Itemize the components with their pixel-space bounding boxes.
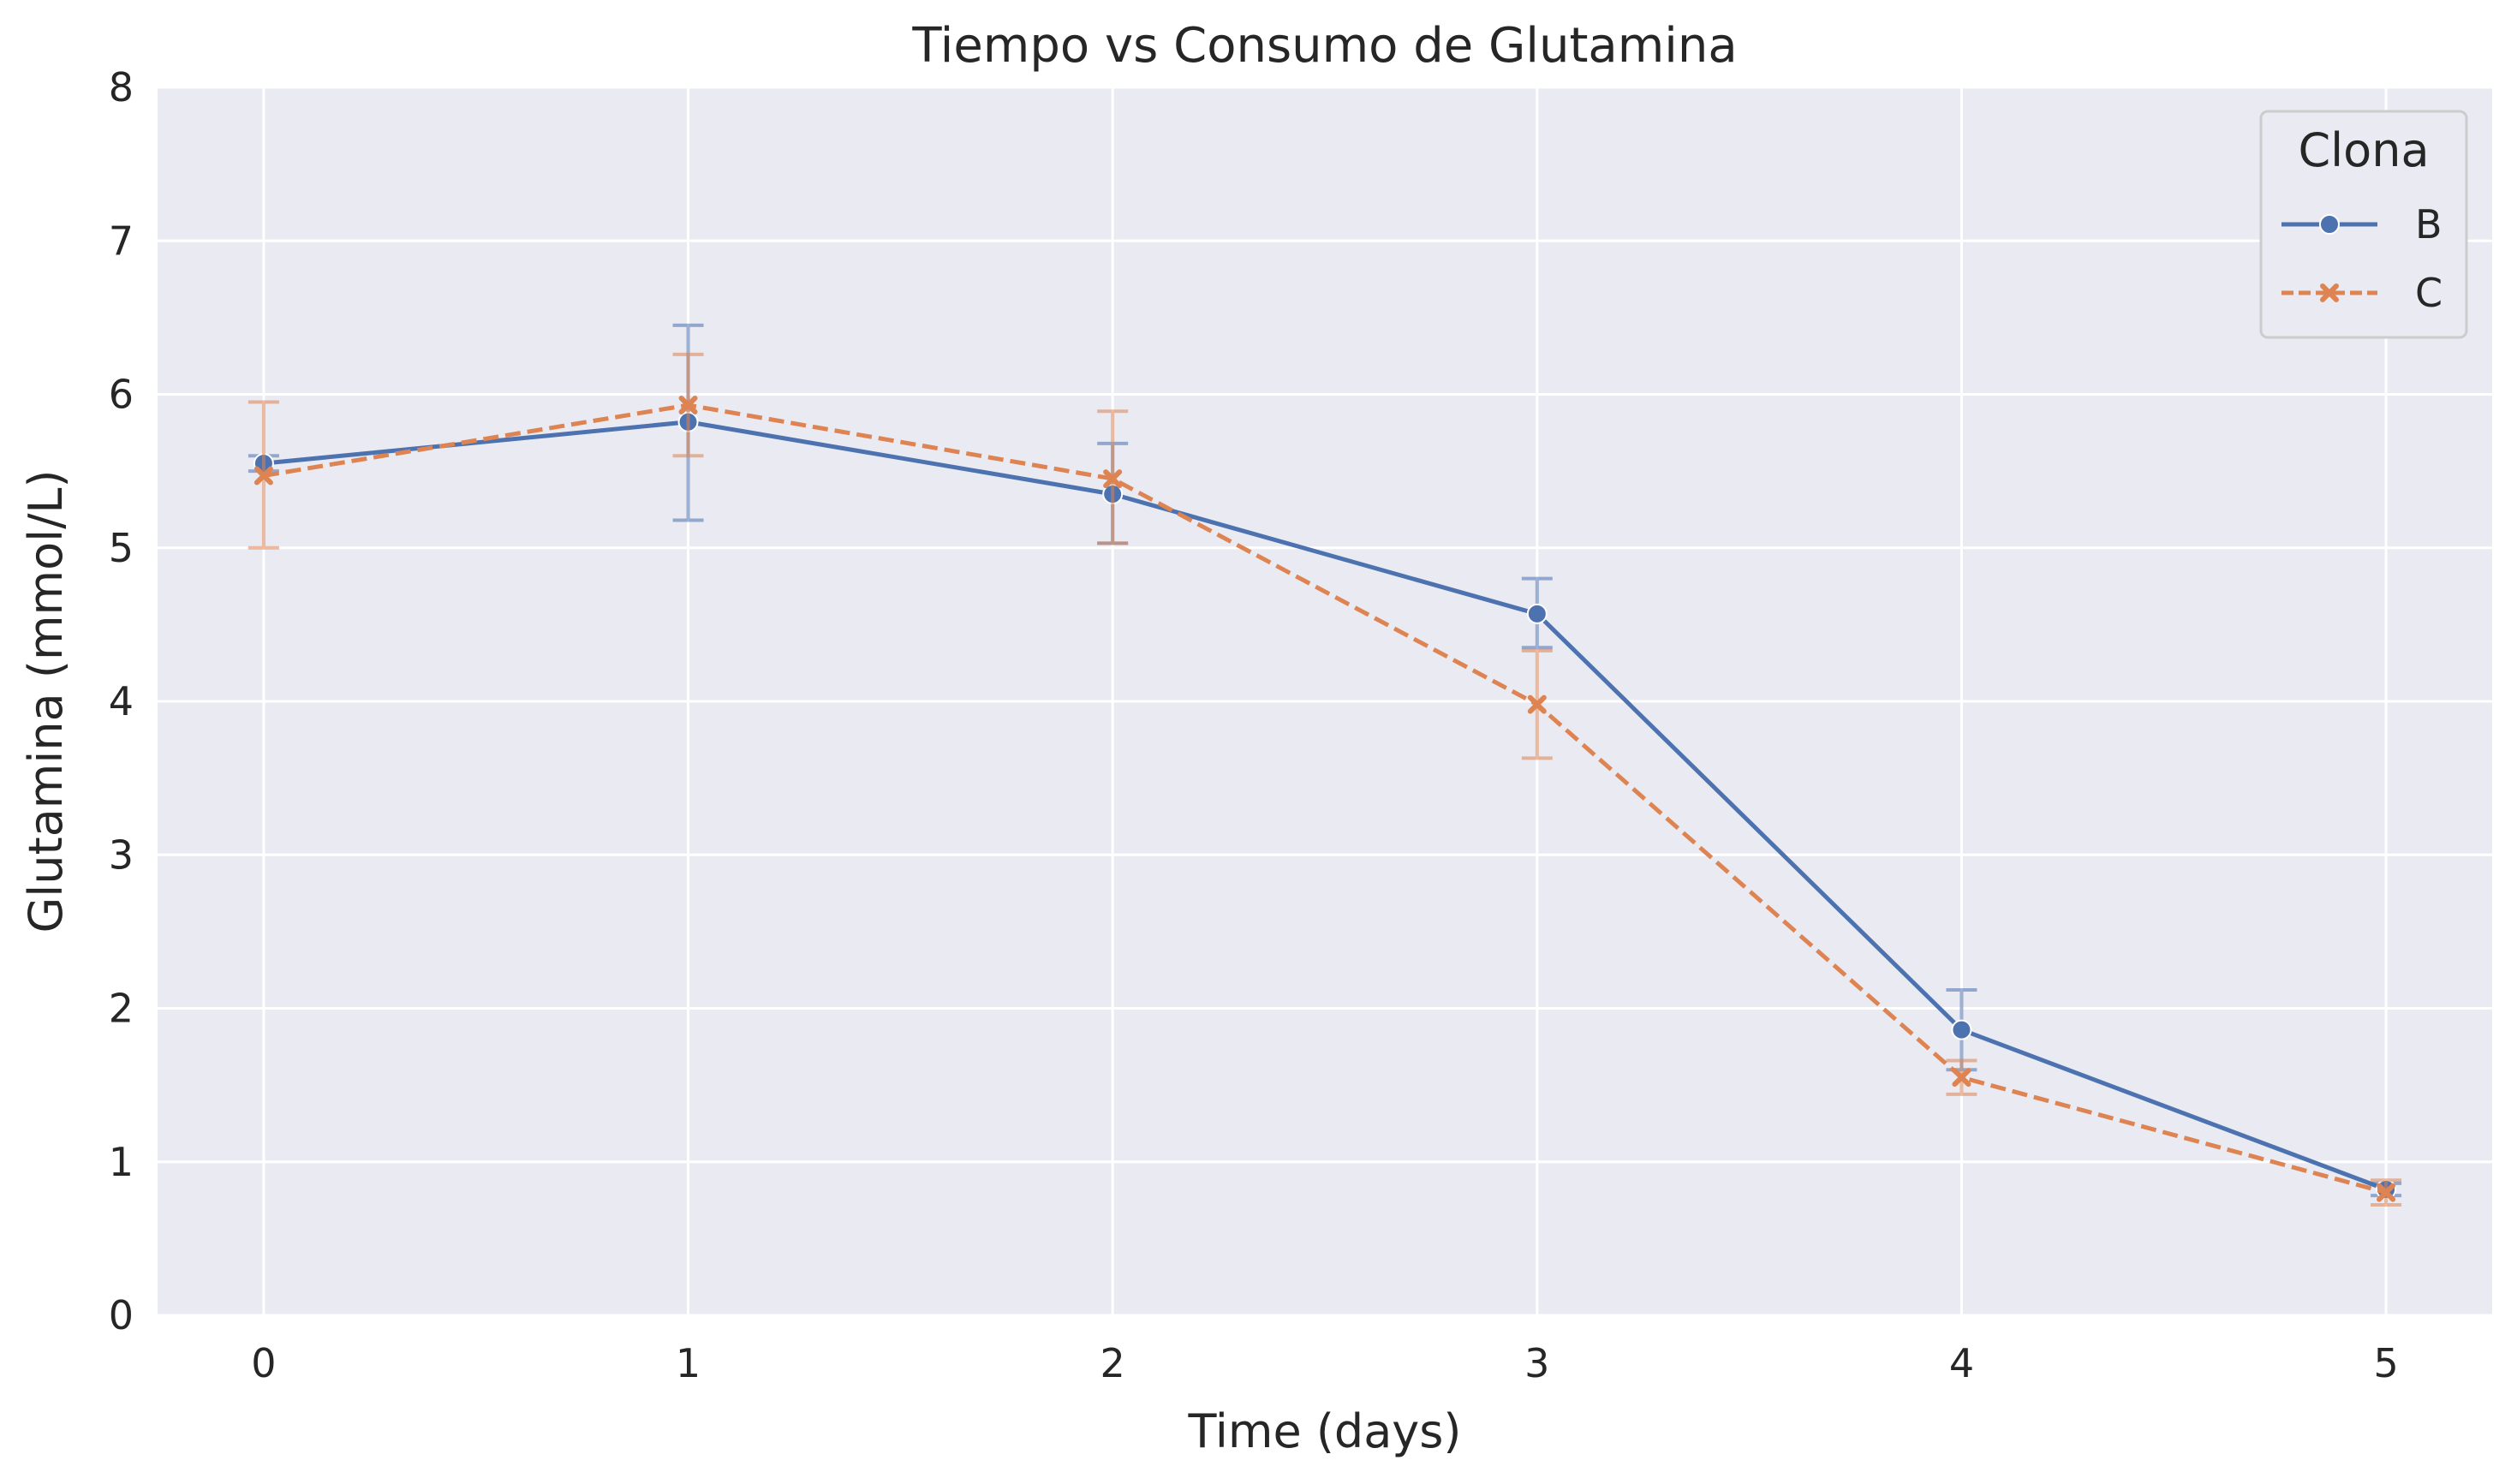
- series-line-b: [263, 420, 2387, 1192]
- data-point-c: [1527, 694, 1547, 714]
- legend-entry-b: B: [2281, 201, 2442, 247]
- y-tick-label: 4: [109, 678, 134, 724]
- legend-title: Clona: [2298, 123, 2429, 177]
- y-tick-label: 0: [109, 1292, 134, 1338]
- legend-entry-c: C: [2281, 270, 2442, 316]
- y-tick-labels: 0 1 2 3 4 5 6 7 8: [109, 64, 134, 1338]
- y-tick-label: 6: [109, 372, 134, 418]
- legend: Clona BC: [2259, 110, 2468, 339]
- legend-marker-b: [2319, 214, 2340, 235]
- data-point-b: [1951, 1019, 1972, 1040]
- x-tick-label: 2: [1100, 1340, 1125, 1386]
- data-point-c: [1103, 469, 1123, 489]
- y-tick-label: 3: [109, 831, 134, 878]
- x-tick-label: 3: [1524, 1340, 1549, 1386]
- data-point-c: [253, 466, 273, 486]
- series-line-c: [263, 402, 2387, 1195]
- x-tick-label: 1: [676, 1340, 701, 1386]
- x-tick-labels: 0 1 2 3 4 5: [251, 1340, 2398, 1386]
- x-tick-label: 0: [251, 1340, 276, 1386]
- data-point-c: [2377, 1183, 2396, 1202]
- series-layer: [248, 323, 2402, 1207]
- grid-lines: [158, 86, 2492, 1317]
- data-point-b: [1526, 603, 1548, 624]
- x-tick-label: 5: [2373, 1340, 2398, 1386]
- legend-label-c: C: [2415, 270, 2442, 316]
- x-tick-label: 4: [1949, 1340, 1974, 1386]
- y-tick-label: 5: [109, 525, 134, 571]
- chart-title: Tiempo vs Consumo de Glutamina: [911, 18, 1737, 74]
- legend-label-b: B: [2415, 201, 2442, 247]
- x-axis-label: Time (days): [1188, 1404, 1462, 1458]
- y-tick-label: 2: [109, 986, 134, 1032]
- y-axis-label: Glutamina (mmol/L): [19, 469, 73, 933]
- y-tick-label: 1: [109, 1139, 134, 1185]
- y-tick-label: 8: [109, 64, 134, 110]
- legend-entries: BC: [2281, 201, 2442, 316]
- series-c: [248, 352, 2402, 1207]
- legend-marker-c: [2320, 283, 2339, 302]
- data-point-c: [1952, 1068, 1971, 1088]
- data-point-c: [678, 396, 698, 415]
- y-tick-label: 7: [109, 218, 134, 264]
